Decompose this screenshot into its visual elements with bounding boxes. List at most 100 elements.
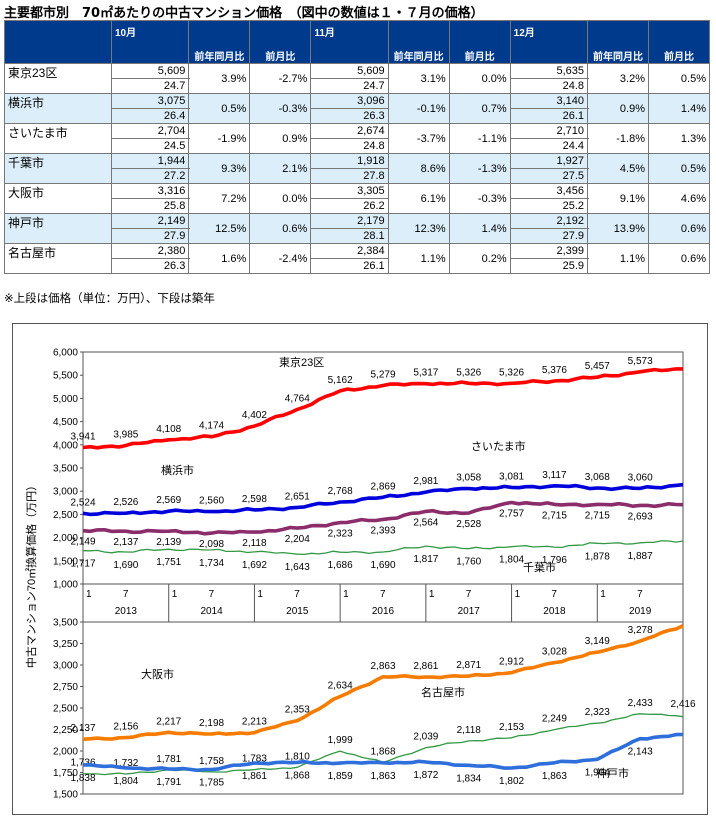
data-label: 2,323 (328, 529, 353, 540)
price-cell: 2,380 (110, 243, 190, 259)
data-label: 2,863 (370, 661, 395, 672)
data-label: 2,153 (499, 722, 524, 733)
price-chart: 1,000 1,500 2,000 2,500 3,000 3,500 4,000 4,500… (12, 323, 708, 815)
age-cell: 24.4 (509, 138, 589, 154)
data-label: 2,204 (285, 534, 310, 545)
data-label: 3,058 (456, 473, 481, 484)
age-cell: 27.2 (110, 168, 190, 184)
data-label: 1,868 (370, 746, 395, 757)
city-name: 神戸市 (4, 213, 112, 244)
data-label: 2,560 (199, 496, 224, 507)
year-label: 2013 (115, 606, 138, 617)
y-tick-label: 1,750 (53, 768, 78, 779)
year-label: 2018 (543, 606, 566, 617)
series-line (82, 482, 684, 517)
x-tick-label: 1 (172, 589, 178, 600)
series-name-label: 東京23区 (279, 355, 324, 369)
x-tick-label: 1 (257, 589, 263, 600)
mom-cell: 0.0% (448, 63, 511, 94)
price-cell: 2,384 (310, 243, 389, 259)
age-cell: 24.7 (310, 78, 389, 94)
table-row-age: 27.9 28.1 27.9 (5, 228, 710, 244)
y-tick-label: 2,500 (53, 704, 78, 715)
data-label: 2,143 (628, 747, 653, 758)
month-header: 12月 (509, 20, 589, 42)
data-label: 1,781 (156, 754, 181, 765)
mom-header: 前月比 (648, 20, 710, 64)
city-name: 千葉市 (4, 153, 112, 184)
data-label: 2,564 (413, 517, 438, 528)
month-header: 11月 (310, 20, 389, 42)
data-label: 1,804 (113, 776, 138, 787)
table-row: 横浜市 3,075 0.5% -0.3% 3,096 -0.1% 0.7% 3,140 0.9%… (4, 93, 710, 124)
age-cell: 25.9 (509, 258, 589, 274)
price-cell: 3,456 (509, 183, 589, 199)
data-label: 2,139 (156, 537, 181, 548)
data-label: 1,796 (542, 555, 567, 566)
data-label: 1,999 (328, 735, 353, 746)
series-name-label: 神戸市 (596, 766, 629, 780)
y-tick-label: 4,500 (53, 417, 78, 428)
mom-cell: 0.6% (648, 213, 710, 244)
price-cell: 5,635 (509, 63, 589, 79)
x-tick-label: 1 (343, 589, 349, 600)
data-label: 1,872 (413, 770, 438, 781)
data-label: 1,783 (242, 754, 267, 765)
age-cell: 27.5 (509, 168, 589, 184)
yoy-cell: 0.9% (587, 93, 649, 124)
yoy-cell: 12.5% (188, 213, 251, 244)
price-cell: 2,399 (509, 243, 589, 259)
data-label: 1,863 (370, 771, 395, 782)
yoy-cell: 8.6% (387, 153, 450, 184)
table-row-age: 27.2 27.8 27.5 (5, 168, 710, 184)
month-header-spacer (310, 42, 389, 64)
age-cell: 27.9 (509, 228, 589, 244)
year-label: 2019 (629, 606, 652, 617)
year-label: 2016 (372, 606, 395, 617)
data-label: 1,732 (113, 758, 138, 769)
year-label: 2015 (286, 606, 309, 617)
year-label: 2017 (458, 606, 481, 617)
age-cell: 26.3 (110, 258, 190, 274)
table-row-age: 24.5 24.8 24.4 (5, 138, 710, 154)
data-label: 3,117 (542, 470, 567, 481)
data-label: 2,393 (370, 525, 395, 536)
data-label: 2,149 (70, 537, 95, 548)
data-label: 2,981 (413, 476, 438, 487)
data-label: 2,118 (242, 538, 267, 549)
data-label: 3,081 (499, 471, 524, 482)
age-cell: 24.8 (509, 78, 589, 94)
city-name: 横浜市 (4, 93, 112, 124)
data-label: 4,402 (242, 410, 267, 421)
price-cell: 1,918 (310, 153, 389, 169)
yoy-cell: 0.5% (188, 93, 251, 124)
series-line (82, 367, 683, 450)
y-tick-label: 5,000 (53, 394, 78, 405)
chart-svg: 1,000 1,500 2,000 2,500 3,000 3,500 4,000 4,500… (24, 348, 696, 801)
table-row: 大阪市 3,316 7.2% 0.0% 3,305 6.1% -0.3% 3,456 9.1% 4… (4, 183, 710, 214)
x-tick-label: 1 (86, 589, 92, 600)
mom-cell: 0.5% (648, 153, 710, 184)
series-name-label: 名古屋市 (421, 685, 465, 699)
data-label: 1,838 (70, 773, 95, 784)
mom-cell: -2.7% (249, 63, 312, 94)
price-cell: 1,944 (110, 153, 190, 169)
y-tick-label: 5,500 (53, 371, 78, 382)
mom-cell: 0.7% (448, 93, 511, 124)
series-line (82, 732, 684, 773)
data-label: 1,758 (199, 756, 224, 767)
data-label: 3,028 (542, 647, 567, 658)
price-cell: 1,927 (509, 153, 589, 169)
series-name-label: 大阪市 (141, 667, 174, 681)
data-label: 4,174 (199, 421, 224, 432)
price-cell: 5,609 (110, 63, 190, 79)
data-label: 2,528 (456, 519, 481, 530)
data-label: 4,108 (156, 424, 181, 435)
age-cell: 26.4 (110, 108, 190, 124)
data-label: 1,734 (199, 558, 224, 569)
table-note: ※上段は価格（単位：万円）、下段は築年 (4, 291, 215, 305)
data-label: 2,118 (457, 725, 482, 736)
series-name-label: さいたま市 (471, 439, 526, 453)
yoy-cell: 1.1% (387, 243, 450, 274)
data-label: 5,326 (456, 367, 481, 378)
